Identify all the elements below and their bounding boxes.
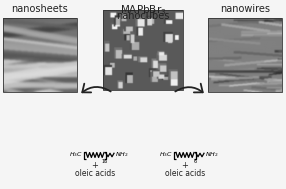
Text: nanocubes: nanocubes: [116, 11, 170, 21]
Text: MAPbBr$_3$: MAPbBr$_3$: [120, 3, 166, 17]
FancyArrowPatch shape: [82, 84, 111, 92]
Text: nanosheets: nanosheets: [12, 4, 68, 14]
Text: 6: 6: [193, 159, 196, 164]
Text: +: +: [182, 160, 188, 170]
Text: $NH_2$: $NH_2$: [115, 151, 129, 160]
Text: 16: 16: [102, 159, 108, 164]
Text: nanowires: nanowires: [220, 4, 270, 14]
Text: $NH_2$: $NH_2$: [205, 151, 219, 160]
Text: $H_3C$: $H_3C$: [158, 151, 172, 160]
Bar: [3, 18, 77, 92]
Bar: [208, 18, 282, 92]
Text: oleic acids: oleic acids: [165, 169, 205, 177]
Text: +: +: [92, 160, 98, 170]
Text: oleic acids: oleic acids: [75, 169, 115, 177]
FancyArrowPatch shape: [175, 84, 203, 92]
Text: $H_3C$: $H_3C$: [69, 151, 82, 160]
Bar: [103, 10, 183, 90]
